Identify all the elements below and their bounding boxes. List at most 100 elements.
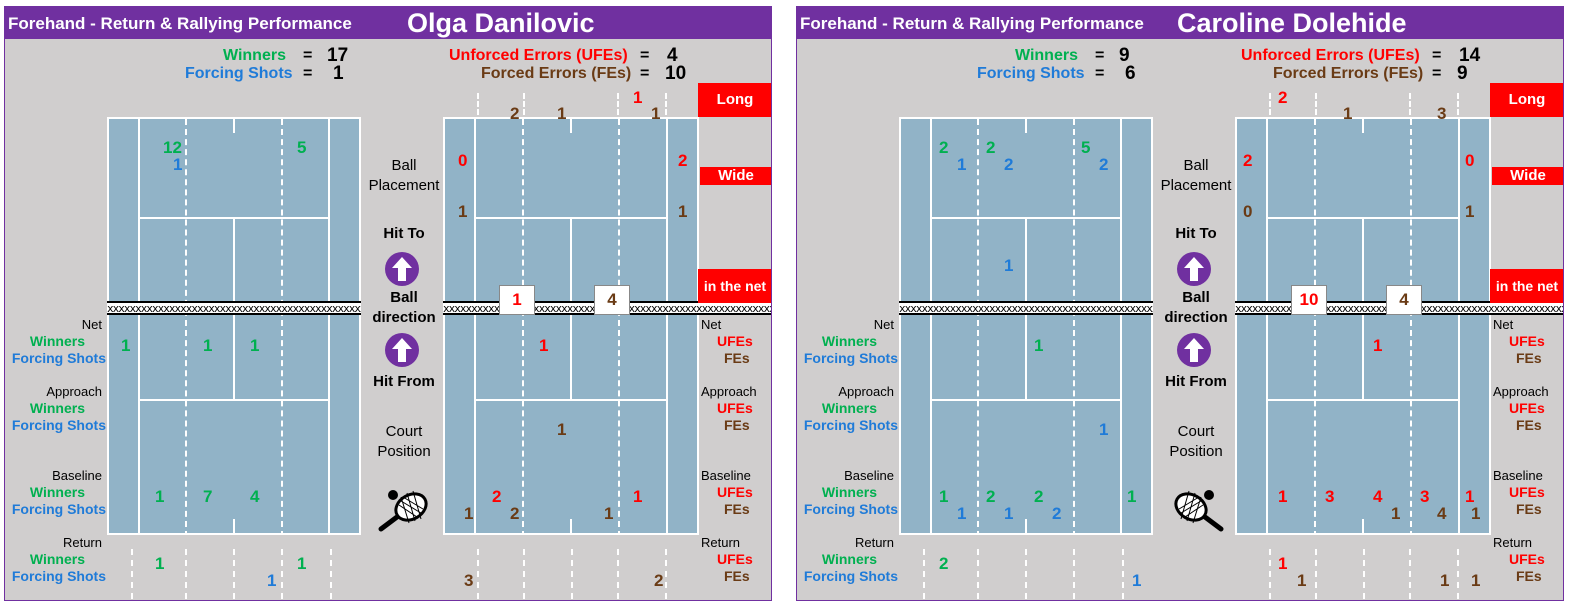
- error-court: [1235, 117, 1491, 535]
- shot-stat-number: 1: [250, 336, 260, 355]
- ufe-total: 14: [1459, 45, 1481, 66]
- shot-stat-number: 12: [163, 138, 182, 157]
- in-net-label: in the net: [1490, 269, 1563, 303]
- in-net-label: in the net: [698, 269, 771, 303]
- baseline-forcing-label: Forcing Shots: [11, 501, 106, 517]
- approach-forcing-label: Forcing Shots: [803, 417, 898, 433]
- ball-label-2: Ball: [1182, 289, 1210, 306]
- shot-stat-number: 7: [203, 487, 213, 506]
- error-stat-number: 2: [510, 504, 520, 523]
- direction-label: direction: [372, 309, 436, 326]
- net-ufe-box: 10: [1291, 285, 1327, 315]
- approach-ufe-label: UFEs: [717, 400, 753, 416]
- placement-label: Placement: [368, 177, 440, 194]
- error-stat-number: 0: [458, 151, 468, 170]
- net-ufe-box: 1: [499, 285, 535, 315]
- approach-forcing-label: Forcing Shots: [11, 417, 106, 433]
- error-stat-number: 1: [1471, 571, 1481, 590]
- equals: =: [640, 47, 650, 64]
- error-stat-number: 2: [1278, 88, 1288, 107]
- error-stat-number: 2: [1243, 151, 1253, 170]
- shot-stat-number: 1: [1034, 336, 1044, 355]
- approach-winners-label: Winners: [29, 400, 85, 416]
- error-stat-number: 1: [539, 336, 549, 355]
- return-winners-label: Winners: [821, 551, 877, 567]
- net-fe-box: 4: [594, 285, 630, 315]
- approach-winners-label: Winners: [821, 400, 877, 416]
- shot-stat-number: 2: [1099, 155, 1109, 174]
- shot-stat-number: 1: [957, 155, 967, 174]
- forcing-label: Forcing Shots: [185, 65, 293, 82]
- approach-err-row-label: Approach: [1493, 384, 1549, 399]
- return-ufe-label: UFEs: [1509, 551, 1545, 567]
- court-label: Court: [385, 423, 423, 440]
- error-stat-number: 1: [1465, 487, 1475, 506]
- return-fe-label: FEs: [1516, 568, 1542, 584]
- shot-stat-number: 2: [939, 554, 949, 573]
- winners-label: Winners: [223, 47, 286, 64]
- baseline-fe-label: FEs: [1516, 501, 1542, 517]
- error-stat-number: 1: [633, 88, 643, 107]
- fe-total: 9: [1457, 63, 1468, 84]
- error-stat-number: 1: [1343, 104, 1353, 123]
- net-row-label: Net: [873, 317, 894, 332]
- header-title: Forehand - Return & Rallying Performance: [800, 14, 1144, 33]
- error-stat-number: 2: [510, 104, 520, 123]
- baseline-ufe-label: UFEs: [1509, 484, 1545, 500]
- fe-total: 10: [665, 63, 687, 84]
- error-stat-number: 3: [1437, 104, 1447, 123]
- shot-stat-number: 1: [267, 571, 277, 590]
- left-net: xxxxxxxxxxxxxxxxxxxxxxxxxxxxxxxxxxxxxxxx…: [899, 301, 1153, 315]
- shot-stat-number: 1: [155, 487, 165, 506]
- wide-label: Wide: [700, 167, 771, 185]
- shot-stat-number: 1: [1004, 504, 1014, 523]
- shot-stat-number: 5: [297, 138, 307, 157]
- player-name: Olga Danilovic: [407, 8, 595, 38]
- ufe-label: Unforced Errors (UFEs): [1241, 47, 1420, 64]
- return-row-label: Return: [854, 535, 894, 550]
- fe-label: Forced Errors (FEs): [481, 65, 632, 82]
- error-stat-number: 2: [654, 571, 664, 590]
- error-stat-number: 1: [1297, 571, 1307, 590]
- shot-stat-number: 1: [1099, 420, 1109, 439]
- equals: =: [303, 65, 313, 82]
- net-fe-label: FEs: [724, 350, 750, 366]
- error-stat-number: 3: [464, 571, 474, 590]
- error-stat-number: 4: [1373, 487, 1383, 506]
- error-stat-number: 1: [651, 104, 661, 123]
- error-stat-number: 1: [557, 420, 567, 439]
- racket-icon: [377, 487, 433, 535]
- shot-stat-number: 1: [203, 336, 213, 355]
- error-stat-number: 1: [678, 202, 688, 221]
- error-stat-number: 1: [1278, 554, 1288, 573]
- shot-stat-number: 2: [1034, 487, 1044, 506]
- ball-label: Ball: [391, 157, 417, 174]
- return-ufe-label: UFEs: [717, 551, 753, 567]
- shot-stat-number: 1: [155, 554, 165, 573]
- shot-court: [107, 117, 361, 535]
- equals: =: [1432, 47, 1442, 64]
- forcing-total: 1: [333, 63, 344, 84]
- return-row-label: Return: [62, 535, 102, 550]
- net-ufe-label: UFEs: [717, 333, 753, 349]
- return-err-row-label: Return: [1493, 535, 1533, 550]
- winners-total: 17: [327, 45, 349, 66]
- shot-stat-number: 4: [250, 487, 260, 506]
- error-stat-number: 2: [492, 487, 502, 506]
- approach-row-label: Approach: [46, 384, 102, 399]
- net-row-label: Net: [81, 317, 102, 332]
- error-court: [443, 117, 699, 535]
- position-label: Position: [377, 443, 431, 460]
- error-stat-number: 1: [464, 504, 474, 523]
- forcing-total: 6: [1125, 63, 1136, 84]
- shot-stat-number: 1: [957, 504, 967, 523]
- error-stat-number: 1: [1373, 336, 1383, 355]
- header-title: Forehand - Return & Rallying Performance: [8, 14, 352, 33]
- winners-total: 9: [1119, 45, 1130, 66]
- error-stat-number: 1: [1471, 504, 1481, 523]
- approach-err-row-label: Approach: [701, 384, 757, 399]
- net-fe-box: 4: [1386, 285, 1422, 315]
- direction-label: direction: [1164, 309, 1228, 326]
- player-name: Caroline Dolehide: [1177, 8, 1407, 38]
- hit-from-label: Hit From: [373, 373, 435, 390]
